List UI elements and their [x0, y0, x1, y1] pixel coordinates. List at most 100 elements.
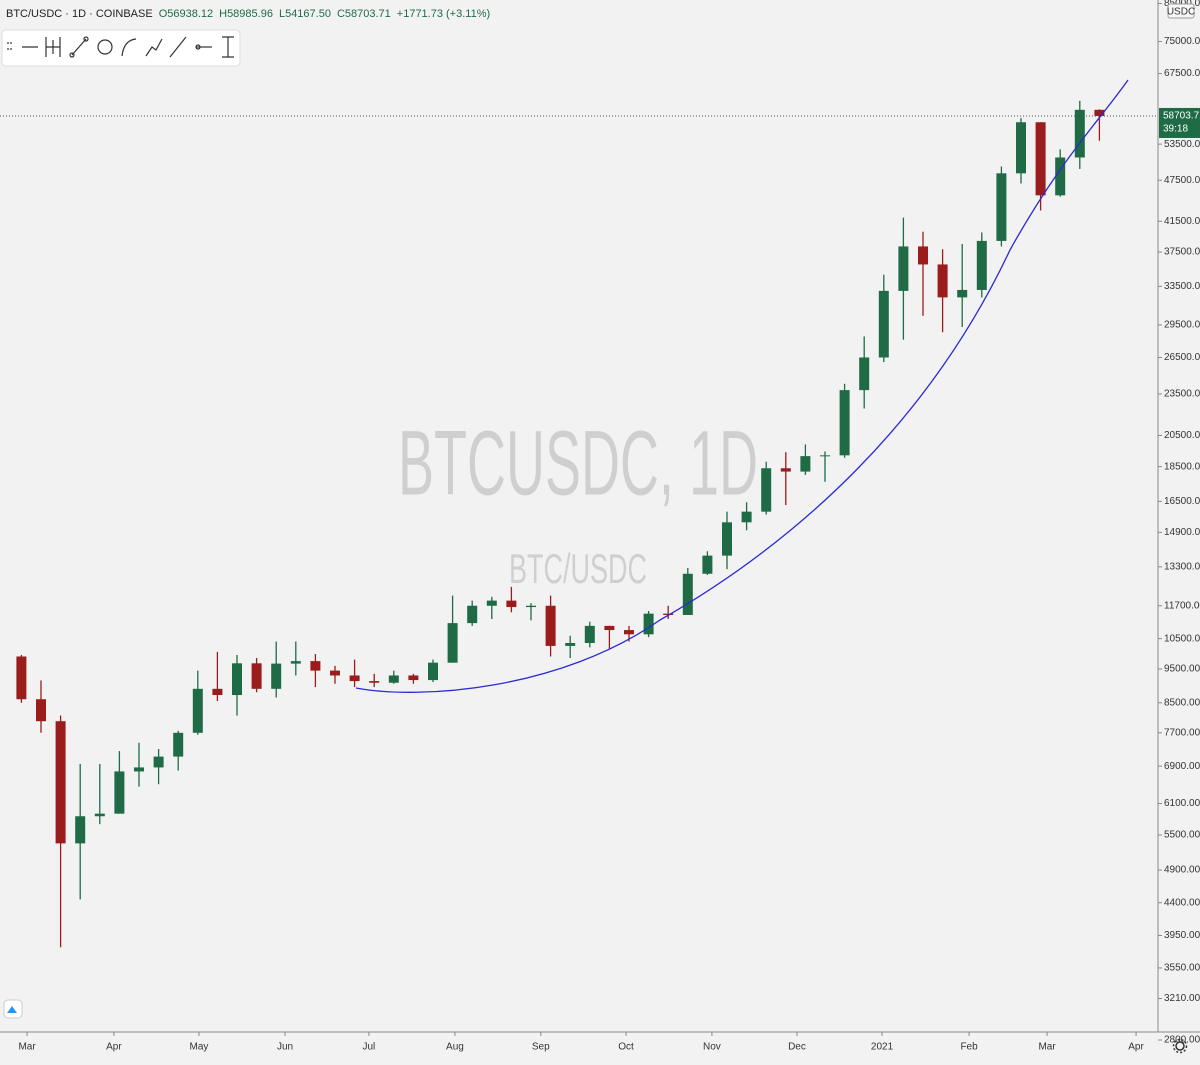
candle-body [114, 771, 125, 814]
x-tick-label: Sep [532, 1042, 550, 1053]
x-tick-label: Jun [277, 1042, 293, 1053]
candle-body [94, 813, 105, 817]
candle-body [878, 290, 889, 358]
candle-body [134, 767, 144, 772]
tool-ray[interactable] [169, 36, 187, 58]
candle-body [1055, 157, 1066, 196]
change-text: +1771.73 (+3.11%) [397, 8, 490, 20]
candle-body [16, 656, 27, 700]
y-tick-label: 37500.00 [1164, 247, 1200, 258]
candle-body [310, 661, 321, 671]
tool-point [83, 36, 89, 42]
candle-body [820, 455, 830, 457]
y-tick-label: 5500.00 [1164, 830, 1200, 841]
candle-body [604, 625, 615, 631]
candle-body [702, 555, 713, 574]
candle-body [212, 688, 223, 696]
toolbar [1, 29, 241, 67]
candle-body [467, 605, 478, 624]
currency-box[interactable] [1167, 3, 1195, 19]
x-tick-label: Oct [618, 1042, 634, 1053]
logo[interactable] [3, 999, 23, 1019]
tool-point [69, 52, 75, 58]
x-tick-label: Mar [1038, 1042, 1056, 1053]
y-tick-label: 67500.00 [1164, 68, 1200, 79]
candle-body [839, 390, 850, 456]
y-tick-label: 4400.00 [1164, 897, 1200, 908]
tool-vline[interactable] [222, 36, 234, 58]
x-tick-label: Dec [788, 1042, 806, 1053]
x-axis: Mar Apr May Jun Jul Aug Sep Oct Nov Dec 2021 Feb Mar… [18, 1032, 1145, 1053]
tool-curve[interactable] [121, 38, 137, 57]
logo-mark [7, 1006, 17, 1013]
x-tick-label: 2021 [871, 1042, 894, 1053]
symbol: BTC/USDC · 1D · COINBASE O56938.12 H58985.… [6, 8, 490, 20]
x-tick-label: Jul [363, 1042, 376, 1053]
x-tick-label: Mar [18, 1042, 36, 1053]
candle-body [918, 246, 928, 265]
time-axis [0, 1032, 1200, 1060]
watermark-title: BTCUSDC, 1D [398, 412, 758, 514]
candle-body [447, 623, 458, 663]
open-text: O56938.12 [159, 8, 213, 20]
toolbar-box [1, 29, 241, 67]
y-tick-label: 20500.00 [1164, 430, 1200, 441]
symbol-text: BTC/USDC · 1D · COINBASE [6, 8, 153, 20]
candle-body [290, 661, 301, 664]
candle-body [624, 630, 634, 635]
candle-body [780, 468, 791, 472]
plot-area [0, 100, 1158, 948]
candle-body [486, 600, 497, 606]
y-tick-label: 13300.00 [1164, 561, 1200, 572]
candle-body [36, 699, 46, 722]
y-tick-label: 6900.00 [1164, 761, 1200, 772]
x-tick-label: Apr [106, 1042, 122, 1053]
candle-body [937, 264, 948, 298]
candle-body [271, 663, 282, 689]
candle-body [682, 573, 693, 615]
settings[interactable] [1172, 1038, 1188, 1054]
y-tick-label: 3550.00 [1164, 963, 1200, 974]
candle-body [369, 681, 380, 683]
y-tick-label: 41500.00 [1164, 216, 1200, 227]
tool-circle[interactable] [97, 39, 113, 55]
last-price-label: 58703.71 [1163, 111, 1200, 122]
candle-body [55, 721, 66, 844]
close-text: C58703.71 [337, 8, 391, 20]
trend-curve [355, 79, 1129, 693]
candle-body [722, 522, 732, 556]
tool-point [195, 44, 201, 50]
y-axis: 2800.003210.003550.003950.004400.004900.… [1158, 0, 1200, 1046]
candle-body [663, 613, 674, 615]
candle-body [330, 670, 340, 676]
tool-range[interactable] [45, 37, 61, 57]
price-axis [1158, 0, 1200, 1060]
candle-body [741, 511, 752, 523]
candle-body [251, 663, 262, 689]
candle-body [153, 756, 164, 768]
x-tick-label: Aug [446, 1042, 464, 1053]
toolbar-grip [7, 42, 12, 50]
candle-body [898, 246, 909, 291]
tool-trendline[interactable] [71, 38, 87, 56]
y-tick-label: 3950.00 [1164, 930, 1200, 941]
candle-body [957, 289, 968, 298]
low-text: L54167.50 [279, 8, 331, 20]
tool-path[interactable] [145, 38, 163, 57]
candle-body [643, 613, 654, 635]
y-tick-label: 7700.00 [1164, 727, 1200, 738]
y-tick-label: 4900.00 [1164, 865, 1200, 876]
candle-body [584, 625, 595, 643]
candle-body [1035, 122, 1046, 196]
candle-body [408, 675, 419, 681]
y-tick-label: 75000.00 [1164, 36, 1200, 47]
y-tick-label: 18500.00 [1164, 461, 1200, 472]
gear-teeth [1172, 1038, 1188, 1054]
y-tick-label: 16500.00 [1164, 496, 1200, 507]
y-tick-label: 10500.00 [1164, 633, 1200, 644]
candle-body [75, 816, 86, 844]
x-tick-label: Feb [960, 1042, 978, 1053]
y-tick-label: 6100.00 [1164, 798, 1200, 809]
candle-body [761, 468, 772, 512]
